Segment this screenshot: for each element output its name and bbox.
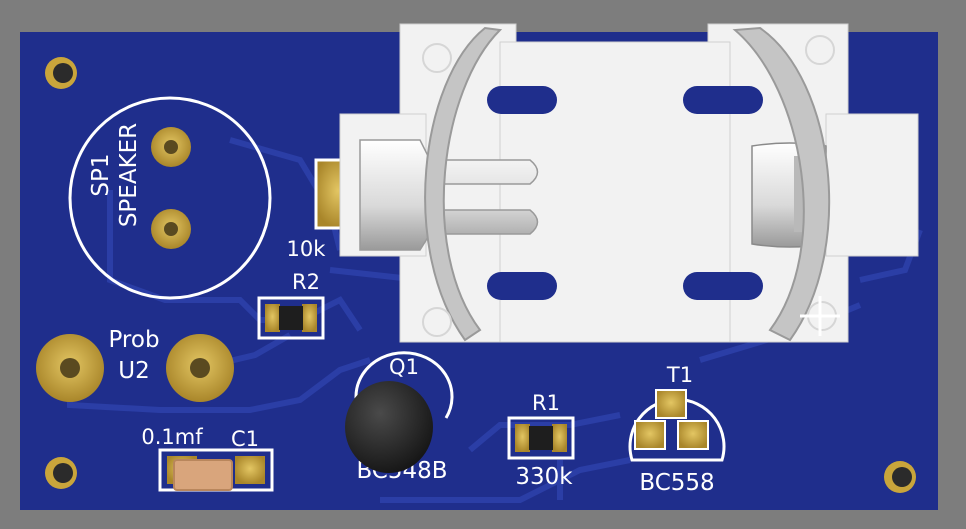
transistor-t1: T1 BC558 [628, 363, 726, 496]
t1-pad [634, 420, 666, 450]
speaker-ref-label: SP1 [88, 153, 114, 196]
t1-value-label: BC558 [639, 470, 714, 496]
t1-ref-label: T1 [666, 363, 693, 387]
mounting-hole [45, 457, 77, 489]
q1-body [345, 381, 433, 473]
mounting-hole [884, 461, 916, 493]
speaker-outline [68, 96, 272, 300]
r1-body [529, 426, 553, 450]
c1-body [173, 459, 233, 491]
mounting-holes [45, 57, 916, 493]
resistor-r1: R1 330k [507, 391, 575, 490]
c1-pad [235, 456, 265, 484]
holder-slot [487, 86, 557, 114]
capacitor-c1: 0.1mf C1 [141, 425, 274, 492]
q1-outline [354, 351, 454, 419]
r1-pad [515, 424, 530, 452]
r2-body [279, 306, 303, 330]
plus-icon [800, 296, 840, 336]
holder-slot [683, 272, 763, 300]
r1-value-label: 330k [515, 464, 573, 490]
holder-arc-right [732, 26, 831, 342]
t1-pad [677, 420, 709, 450]
transistor-q1: Q1 BC548B [345, 351, 454, 484]
probe-pad [36, 334, 104, 402]
c1-value-label: 0.1mf [141, 425, 203, 449]
probe-u2: Prob U2 [36, 327, 234, 402]
r1-pad [552, 424, 567, 452]
speaker-pad [151, 209, 191, 249]
battery-holder [314, 23, 919, 343]
r2-pad [302, 304, 317, 332]
r2-outline [257, 296, 325, 340]
probe-ref-label: U2 [118, 358, 149, 384]
q1-ref-label: Q1 [389, 355, 419, 379]
holder-arc-left [424, 26, 503, 342]
probe-name-label: Prob [108, 327, 159, 353]
holder-slot [683, 86, 763, 114]
holder-slot [487, 272, 557, 300]
resistor-r2: 10k R2 [257, 237, 327, 340]
r1-outline [507, 416, 575, 460]
t1-pad [655, 389, 687, 419]
speaker-name-label: SPEAKER [116, 123, 142, 227]
r1-ref-label: R1 [532, 391, 560, 415]
c1-ref-label: C1 [231, 427, 259, 451]
mounting-hole [45, 57, 77, 89]
speaker-sp1: SP1 SPEAKER [68, 96, 272, 300]
speaker-pad [151, 127, 191, 167]
r2-ref-label: R2 [292, 270, 320, 294]
r2-value-label: 10k [287, 237, 327, 261]
probe-pad [166, 334, 234, 402]
r2-pad [265, 304, 280, 332]
